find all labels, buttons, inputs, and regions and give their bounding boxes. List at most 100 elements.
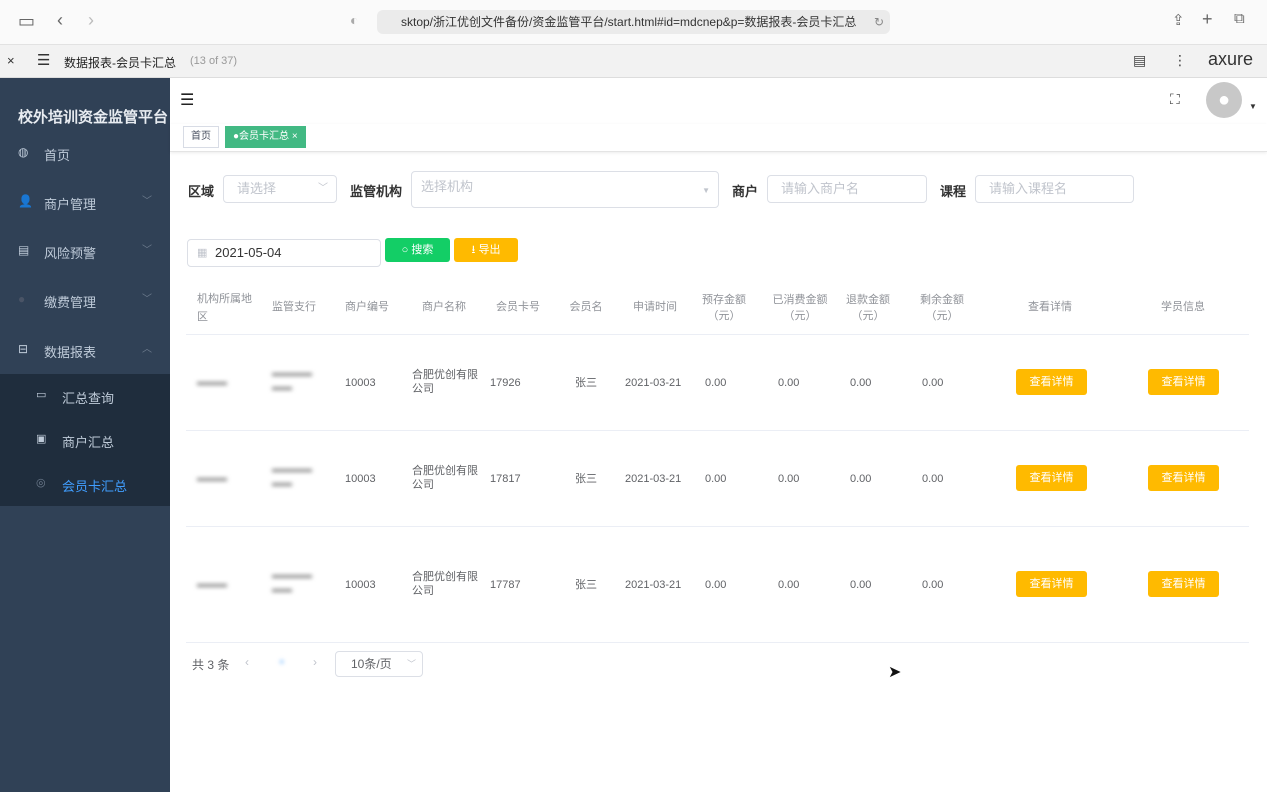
calendar-icon: ▦: [197, 247, 208, 259]
new-tab-icon[interactable]: +: [1202, 9, 1213, 29]
cell-member-name: 张三: [575, 579, 597, 591]
header-member: 会员名: [569, 301, 603, 313]
header-refund: 退款金额（元）: [846, 294, 890, 322]
briefcase-icon: ⊟: [18, 342, 29, 356]
sidebar-item-summary-query[interactable]: ▭ 汇总查询: [0, 374, 170, 418]
tag-member-card-summary[interactable]: ●会员卡汇总 ×: [225, 126, 306, 148]
sidebar-item-label: 会员卡汇总: [62, 479, 128, 494]
student-info-button[interactable]: 查看详情: [1148, 465, 1219, 491]
fullscreen-icon[interactable]: ⛶: [1170, 91, 1180, 107]
chevron-down-icon: ﹀: [142, 294, 152, 305]
divider: [186, 526, 1249, 527]
header-detail: 查看详情: [1028, 301, 1072, 313]
reload-icon[interactable]: ↻: [873, 15, 884, 29]
mouse-cursor-icon: ➤: [888, 664, 902, 681]
cell-deposit: 0.00: [705, 473, 727, 485]
next-page-icon[interactable]: ›: [313, 655, 317, 669]
forward-icon[interactable]: ›: [88, 10, 94, 30]
address-bar[interactable]: sktop/浙江优创文件备份/资金监管平台/start.html#id=mdcn…: [377, 10, 890, 34]
sidebar-toggle-icon[interactable]: ▭: [18, 11, 36, 31]
view-detail-button[interactable]: 查看详情: [1016, 465, 1087, 491]
page-count: (13 of 37): [190, 55, 238, 67]
tags-view: 首页 ●会员卡汇总 ×: [170, 124, 1267, 152]
cell-deposit: 0.00: [705, 579, 727, 591]
prev-page-icon[interactable]: ‹: [245, 655, 249, 669]
sidebar-item-label: 首页: [44, 148, 71, 163]
course-placeholder: 请输入课程名: [989, 181, 1068, 196]
date-picker[interactable]: ▦ 2021-05-04: [187, 239, 381, 267]
student-info-button[interactable]: 查看详情: [1148, 571, 1219, 597]
header-student-info: 学员信息: [1161, 301, 1205, 313]
avatar[interactable]: ●: [1206, 82, 1242, 118]
export-button[interactable]: ⭳ 导出: [454, 238, 518, 262]
cell-blur-branch: ▬▬▬▬ ▬▬: [272, 570, 312, 595]
header-remaining: 剩余金额（元）: [920, 294, 964, 322]
divider: [186, 334, 1249, 335]
sidebar-item-member-card-summary[interactable]: ◎ 会员卡汇总: [0, 462, 170, 506]
monitor-icon: ▭: [36, 389, 47, 401]
cell-card-no: 17926: [490, 377, 521, 389]
sidebar-item-label: 商户管理: [44, 197, 97, 212]
tag-home[interactable]: 首页: [183, 126, 219, 148]
more-icon[interactable]: ⋮: [1173, 52, 1187, 68]
sidebar-item-label: 商户汇总: [62, 435, 115, 450]
back-icon[interactable]: ‹: [57, 10, 63, 30]
card-icon: ▣: [36, 433, 47, 445]
share-icon[interactable]: ⇪: [1172, 12, 1185, 29]
divider: [186, 642, 1249, 643]
browser-toolbar: ▭ ‹ › ◐ sktop/浙江优创文件备份/资金监管平台/start.html…: [0, 0, 1267, 44]
cell-apply-date: 2021-03-21: [625, 473, 682, 485]
sidebar-item-risk[interactable]: ▤ 风险预警 ﹀: [0, 227, 170, 275]
cell-merchant-no: 10003: [345, 579, 376, 591]
pagination-total: 共 3 条: [192, 658, 230, 672]
page-title: 数据报表-会员卡汇总: [64, 56, 176, 70]
sidebar-item-merchant-summary[interactable]: ▣ 商户汇总: [0, 418, 170, 462]
chevron-down-icon: ﹀: [142, 245, 152, 256]
view-detail-button[interactable]: 查看详情: [1016, 369, 1087, 395]
sidebar-item-reports[interactable]: ⊟ 数据报表 ︿: [0, 326, 170, 374]
course-input[interactable]: 请输入课程名: [975, 175, 1134, 203]
notes-icon[interactable]: ▤: [1133, 52, 1147, 68]
page-size-select[interactable]: 10条/页 ﹀: [335, 651, 423, 677]
cell-apply-date: 2021-03-21: [625, 579, 682, 591]
header-merchant-no: 商户编号: [345, 301, 389, 313]
sidebar-item-label: 缴费管理: [44, 295, 97, 310]
search-button[interactable]: ○ 搜索: [385, 238, 450, 262]
collapse-menu-icon[interactable]: ☰: [180, 92, 195, 109]
region-select[interactable]: 请选择 ﹀: [223, 175, 337, 203]
org-select[interactable]: 选择机构 ▼: [411, 171, 719, 208]
region-placeholder: 请选择: [237, 181, 277, 196]
view-detail-button[interactable]: 查看详情: [1016, 571, 1087, 597]
download-icon: ⭳: [471, 244, 479, 256]
divider: [186, 430, 1249, 431]
cell-remaining: 0.00: [922, 377, 944, 389]
menu-icon[interactable]: ☰: [37, 52, 51, 69]
page-size-value: 10条/页: [351, 657, 392, 671]
caret-down-icon[interactable]: ▼: [1249, 102, 1257, 111]
merchant-placeholder: 请输入商户名: [781, 181, 860, 196]
document-icon: ▤: [18, 243, 30, 257]
cell-merchant-no: 10003: [345, 473, 376, 485]
cell-remaining: 0.00: [922, 473, 944, 485]
merchant-input[interactable]: 请输入商户名: [767, 175, 927, 203]
cell-deposit: 0.00: [705, 377, 727, 389]
current-page[interactable]: ▪: [280, 657, 284, 668]
header-merchant-name: 商户名称: [422, 301, 466, 313]
axure-toolbar: × ☰ 数据报表-会员卡汇总 (13 of 37) ▤ ⋮ axure: [0, 44, 1267, 78]
student-info-button[interactable]: 查看详情: [1148, 369, 1219, 395]
sidebar-item-home[interactable]: ◍ 首页: [0, 129, 170, 177]
close-icon[interactable]: ×: [7, 53, 15, 68]
header-region: 机构所属地区: [197, 293, 252, 323]
shield-icon: ◐: [350, 12, 359, 28]
app-title: 校外培训资金监管平台: [18, 109, 169, 126]
tabs-icon[interactable]: ⧉: [1234, 10, 1245, 27]
sidebar-item-merchant[interactable]: 👤 商户管理 ﹀: [0, 178, 170, 226]
header-apply-date: 申请时间: [633, 301, 677, 313]
cell-blur-branch: ▬▬▬▬ ▬▬: [272, 368, 312, 393]
header-consumed: 已消费金额（元）: [772, 294, 828, 322]
cell-remaining: 0.00: [922, 579, 944, 591]
org-label: 监管机构: [350, 184, 403, 199]
header-deposit: 预存金额（元）: [702, 294, 746, 322]
cell-consumed: 0.00: [778, 377, 800, 389]
sidebar-item-payment[interactable]: ● 缴费管理 ﹀: [0, 276, 170, 324]
